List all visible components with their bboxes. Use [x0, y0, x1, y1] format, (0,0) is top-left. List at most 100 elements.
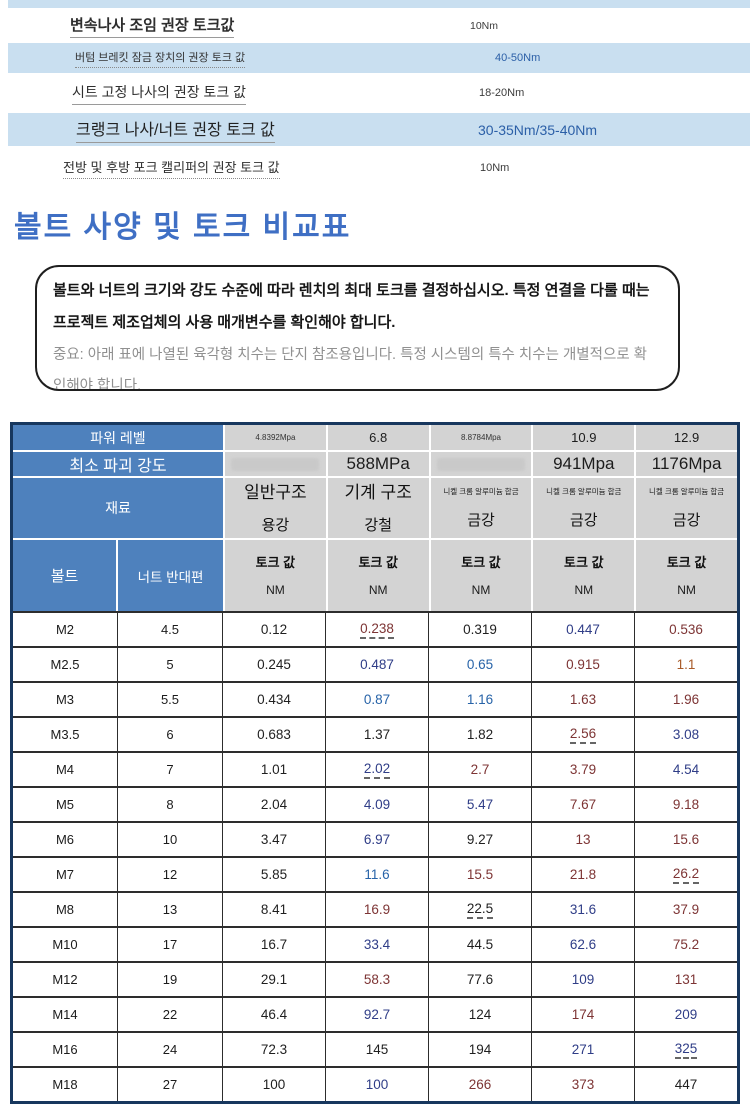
strength-row: 최소 파괴 강도 588MPa 941Mpa 1176Mpa — [13, 452, 737, 478]
torque-value-cell: 1.01 — [223, 753, 326, 786]
torque-value-cell: 0.319 — [429, 613, 532, 646]
material-name-top: 니켈 크롬 알루미늄 합금 — [546, 487, 622, 497]
torque-value-cell: 325 — [635, 1033, 737, 1066]
top-partial-row — [8, 0, 750, 8]
nut-size-cell: 22 — [118, 998, 223, 1031]
bolt-column-header: 볼트 — [13, 540, 118, 611]
torque-value: 3.08 — [672, 727, 700, 742]
power-value-cell: 6.8 — [325, 425, 429, 452]
torque-value: 1.1 — [676, 657, 696, 672]
table-row: M4 7 1.01 2.02 2.7 3.79 4.54 — [13, 751, 737, 786]
torque-value-cell: 0.683 — [223, 718, 326, 751]
torque-value: 174 — [571, 1007, 595, 1022]
bolt-size-cell: M3.5 — [13, 718, 118, 751]
torque-value: 0.238 — [360, 621, 394, 639]
table-body: M2 4.5 0.12 0.238 0.319 0.447 0.536 M2.5 5 0.245 0… — [13, 611, 737, 1101]
strength-value-cell — [428, 452, 532, 478]
bolt-size-cell: M14 — [13, 998, 118, 1031]
torque-header-cell: 토크 값 NM — [428, 540, 532, 611]
torque-item-value: 10Nm — [480, 162, 510, 174]
bolt-size-cell: M4 — [13, 753, 118, 786]
torque-value: 9.18 — [672, 797, 700, 812]
torque-header-cell: 토크 값 NM — [531, 540, 635, 611]
torque-value-cell: 1.16 — [429, 683, 532, 716]
torque-value: 72.3 — [260, 1042, 288, 1057]
torque-value: 29.1 — [260, 972, 288, 987]
torque-value: 1.16 — [466, 692, 494, 707]
power-value-cell: 4.8392Mpa — [223, 425, 326, 452]
bolt-size-cell: M2 — [13, 613, 118, 646]
torque-value-cell: 1.96 — [635, 683, 737, 716]
nut-size-cell: 17 — [118, 928, 223, 961]
torque-value: 58.3 — [363, 972, 391, 987]
torque-value-cell: 0.245 — [223, 648, 326, 681]
torque-value: 77.6 — [466, 972, 494, 987]
torque-value-cell: 11.6 — [326, 858, 429, 891]
torque-value: 92.7 — [363, 1007, 391, 1022]
torque-item-label: 시트 고정 나사의 권장 토크 값 — [72, 82, 247, 105]
material-name-top: 기계 구조 — [344, 482, 412, 502]
torque-value: 0.87 — [363, 692, 391, 707]
torque-value: 44.5 — [466, 937, 494, 952]
torque-value: 15.5 — [466, 867, 494, 882]
torque-value: 16.7 — [260, 937, 288, 952]
torque-value: 0.65 — [466, 657, 494, 672]
torque-value-cell: 124 — [429, 998, 532, 1031]
torque-value-cell: 4.09 — [326, 788, 429, 821]
torque-value: 5.85 — [260, 867, 288, 882]
bolt-size-cell: M18 — [13, 1068, 118, 1101]
torque-header-unit: NM — [471, 582, 491, 597]
torque-value-cell: 33.4 — [326, 928, 429, 961]
table-row: M7 12 5.85 11.6 15.5 21.8 26.2 — [13, 856, 737, 891]
material-name-top: 일반구조 — [244, 482, 307, 502]
torque-value-cell: 2.56 — [532, 718, 635, 751]
torque-value-cell: 0.487 — [326, 648, 429, 681]
torque-value-cell: 15.5 — [429, 858, 532, 891]
torque-value: 13 — [575, 832, 591, 847]
torque-value: 4.54 — [672, 762, 700, 777]
torque-value: 194 — [468, 1042, 492, 1057]
torque-value-cell: 8.41 — [223, 893, 326, 926]
power-value-cell: 10.9 — [531, 425, 635, 452]
torque-value-cell: 5.47 — [429, 788, 532, 821]
torque-value: 0.434 — [257, 692, 291, 707]
nut-size-cell: 4.5 — [118, 613, 223, 646]
torque-value: 1.37 — [363, 727, 391, 742]
torque-value-cell: 92.7 — [326, 998, 429, 1031]
torque-header-title: 토크 값 — [358, 554, 398, 570]
table-row: M10 17 16.7 33.4 44.5 62.6 75.2 — [13, 926, 737, 961]
torque-value-cell: 15.6 — [635, 823, 737, 856]
torque-value: 3.47 — [260, 832, 288, 847]
torque-value: 16.9 — [363, 902, 391, 917]
table-row: M18 27 100 100 266 373 447 — [13, 1066, 737, 1101]
power-level-label: 파워 레벨 — [13, 425, 223, 452]
torque-value-cell: 21.8 — [532, 858, 635, 891]
torque-value: 1.82 — [466, 727, 494, 742]
table-row: M12 19 29.1 58.3 77.6 109 131 — [13, 961, 737, 996]
material-cell: 일반구조 용강 — [223, 478, 326, 540]
note-gray-text: 중요: 아래 표에 나열된 육각형 치수는 단지 참조용입니다. 특정 시스템의… — [53, 346, 648, 391]
torque-value: 0.536 — [669, 622, 703, 637]
torque-header-unit: NM — [266, 582, 285, 597]
torque-value-cell: 26.2 — [635, 858, 737, 891]
torque-value: 33.4 — [363, 937, 391, 952]
torque-value: 0.245 — [257, 657, 291, 672]
strength-value-cell: 941Mpa — [531, 452, 635, 478]
torque-value: 6.97 — [363, 832, 391, 847]
bolt-size-cell: M5 — [13, 788, 118, 821]
torque-value: 26.2 — [672, 866, 700, 884]
torque-value: 100 — [365, 1077, 389, 1092]
material-name-bottom: 강철 — [364, 516, 392, 534]
torque-value-cell: 0.65 — [429, 648, 532, 681]
bolt-size-cell: M8 — [13, 893, 118, 926]
spec-table: 파워 레벨 4.8392Mpa 6.8 8.8784Mpa 10.9 12.9 최소 파… — [10, 422, 740, 1104]
torque-value-cell: 3.79 — [532, 753, 635, 786]
note-box: 볼트와 너트의 크기와 강도 수준에 따라 렌치의 최대 토크를 결정하십시오.… — [35, 265, 680, 391]
torque-value-cell: 2.02 — [326, 753, 429, 786]
torque-value-cell: 209 — [635, 998, 737, 1031]
torque-value-cell: 109 — [532, 963, 635, 996]
torque-item-value: 30-35Nm/35-40Nm — [478, 121, 598, 138]
torque-value: 4.09 — [363, 797, 391, 812]
